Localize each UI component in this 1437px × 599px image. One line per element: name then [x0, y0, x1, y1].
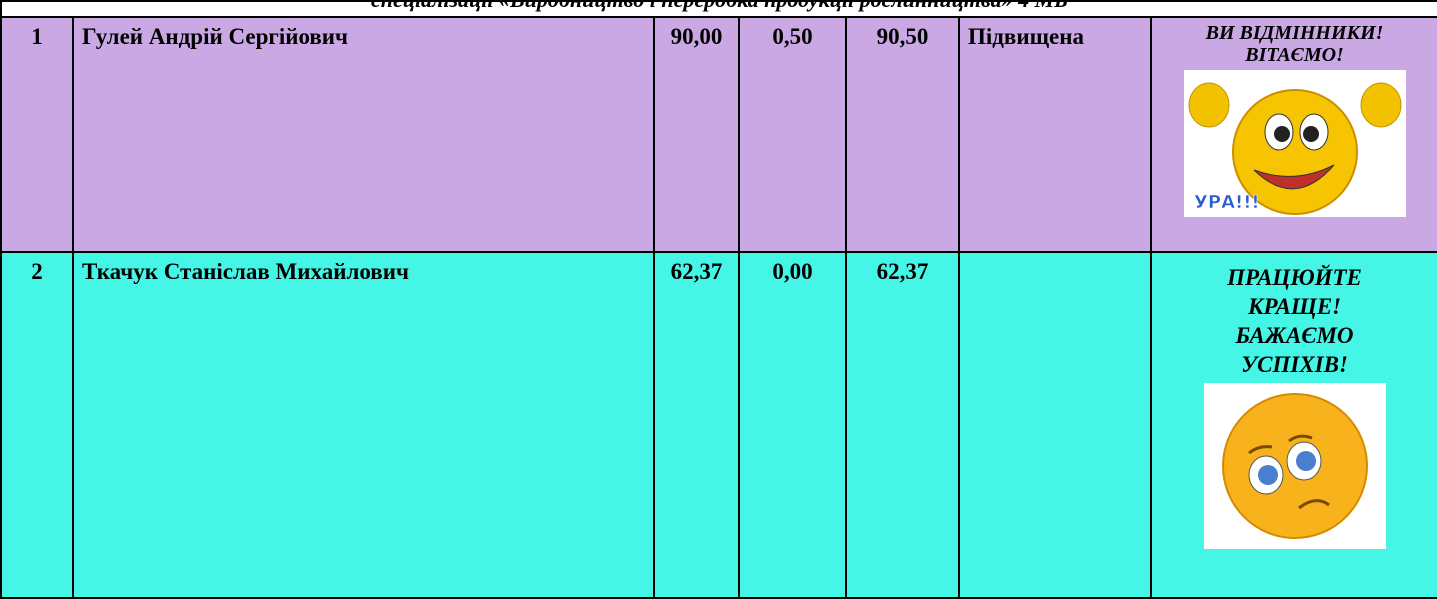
- score: 62,37: [654, 252, 739, 598]
- bonus: 0,50: [739, 17, 846, 252]
- message-cell: ПРАЦЮЙТЕ КРАЩЕ! БАЖАЄМО УСПІХІВ!: [1151, 252, 1437, 598]
- student-name: Ткачук Станіслав Михайлович: [73, 252, 654, 598]
- scholarship: [959, 252, 1151, 598]
- happy-emoji: УРА!!!: [1184, 70, 1406, 217]
- score: 90,00: [654, 17, 739, 252]
- number: 2: [1, 252, 73, 598]
- message-line: ВИ ВІДМІННИКИ!: [1156, 22, 1433, 44]
- message-line: ВІТАЄМО!: [1156, 44, 1433, 66]
- row: 1 Гулей Андрій Сергійович 90,00 0,50 90,…: [1, 17, 1437, 252]
- heading-row: спеціалізації «Виробництво і переробка п…: [1, 1, 1437, 17]
- total: 62,37: [846, 252, 959, 598]
- total: 90,50: [846, 17, 959, 252]
- page: спеціалізації «Виробництво і переробка п…: [0, 0, 1437, 595]
- grades-table: спеціалізації «Виробництво і переробка п…: [0, 0, 1437, 599]
- message-line: УСПІХІВ!: [1156, 350, 1433, 379]
- heading: спеціалізації «Виробництво і переробка п…: [371, 1, 1068, 12]
- student-name: Гулей Андрій Сергійович: [73, 17, 654, 252]
- message-line: ПРАЦЮЙТЕ: [1156, 263, 1433, 292]
- message-line: КРАЩЕ!: [1156, 292, 1433, 321]
- message-line: БАЖАЄМО: [1156, 321, 1433, 350]
- scholarship: Підвищена: [959, 17, 1151, 252]
- heading-cell: спеціалізації «Виробництво і переробка п…: [1, 1, 1437, 17]
- message-cell: ВИ ВІДМІННИКИ! ВІТАЄМО! УРА!!!: [1151, 17, 1437, 252]
- sad-emoji: [1204, 383, 1386, 549]
- image-caption: УРА!!!: [1194, 192, 1260, 213]
- row: 2 Ткачук Станіслав Михайлович 62,37 0,00…: [1, 252, 1437, 598]
- number: 1: [1, 17, 73, 252]
- bonus: 0,00: [739, 252, 846, 598]
